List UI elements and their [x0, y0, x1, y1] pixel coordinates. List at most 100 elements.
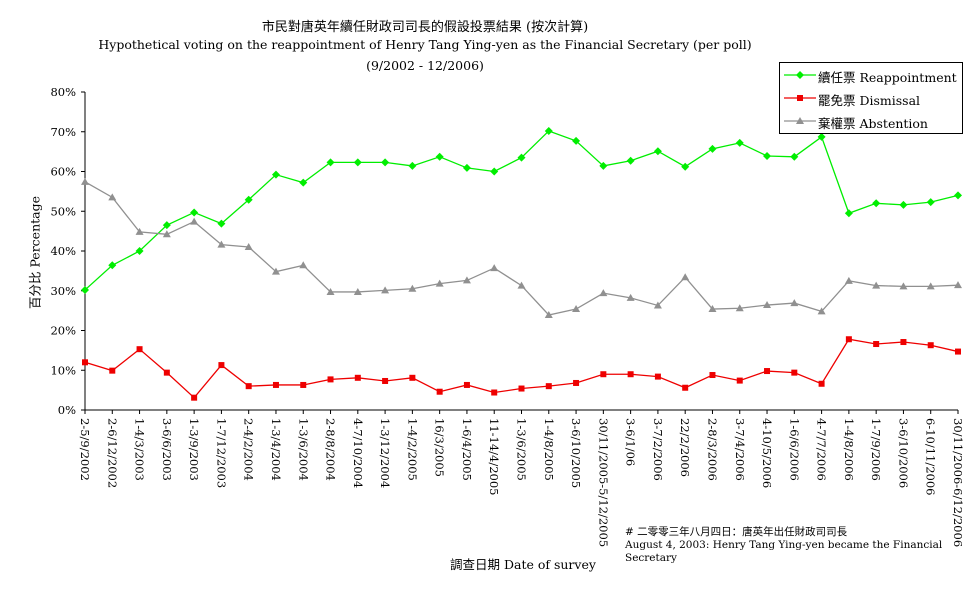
data-point: [518, 385, 525, 392]
x-tick-label: 1-7/12/2003: [214, 418, 228, 488]
data-point: [653, 147, 662, 156]
legend-item-dismissal: 罷免票 Dismissal: [780, 87, 962, 109]
y-tick-label: 0%: [58, 403, 76, 417]
y-tick-label: 60%: [50, 165, 76, 179]
data-point: [763, 151, 772, 160]
x-tick-label: 1-4/8/2005: [542, 418, 556, 481]
legend-label-reappointment: 續任票 Reappointment: [818, 70, 957, 85]
data-point: [245, 383, 252, 390]
x-tick-label: 1-3/9/2003: [187, 418, 201, 481]
data-point: [573, 379, 580, 386]
data-point: [736, 377, 743, 384]
y-tick-label: 10%: [50, 363, 76, 377]
x-tick-label: 3-6/10/2006: [896, 418, 910, 488]
data-point: [954, 191, 962, 200]
x-tick-label: 1-4/3/2003: [133, 418, 147, 481]
data-point: [544, 126, 553, 135]
data-point: [735, 304, 744, 312]
x-tick-label: 1-3/4/2004: [269, 418, 283, 481]
footnote: # 二零零三年八月四日：唐英年出任財政司司長 August 4, 2003: H…: [625, 526, 942, 565]
chart-subtitle-range: (9/2002 - 12/2006): [366, 58, 484, 73]
data-point: [435, 279, 444, 287]
data-point: [817, 132, 826, 141]
data-point: [817, 307, 826, 315]
data-point: [735, 138, 744, 147]
data-point: [326, 158, 335, 167]
x-tick-label: 4-10/5/2006: [760, 418, 774, 488]
legend-item-abstention: 棄權票 Abstention: [780, 110, 962, 132]
data-point: [435, 152, 444, 161]
y-tick-label: 40%: [50, 244, 76, 258]
x-tick-label: 1-6/4/2005: [460, 418, 474, 481]
data-point: [108, 261, 117, 270]
data-point: [381, 286, 390, 294]
data-point: [900, 339, 907, 346]
data-point: [654, 373, 661, 380]
data-point: [163, 369, 170, 376]
y-axis-title: 百分比 Percentage: [27, 195, 43, 310]
legend-swatch-reappointment: [784, 71, 816, 79]
series-0: [81, 126, 962, 294]
data-point: [136, 346, 143, 353]
data-point: [927, 342, 934, 349]
footnote-zh: # 二零零三年八月四日：唐英年出任財政司司長: [625, 526, 848, 538]
data-point: [462, 163, 471, 172]
legend-label-dismissal: 罷免票 Dismissal: [818, 93, 921, 108]
series-1: [82, 336, 961, 401]
data-point: [572, 136, 581, 145]
x-tick-label: 3-6/10/2005: [569, 418, 583, 488]
data-point: [844, 209, 853, 218]
data-point: [244, 243, 253, 251]
data-point: [954, 281, 962, 289]
data-point: [955, 348, 961, 355]
x-tick-label: 1-3/12/2004: [378, 418, 392, 488]
data-point: [926, 282, 935, 290]
footnote-en-line2: Secretary: [625, 552, 677, 564]
data-point: [108, 193, 117, 201]
x-tick-label: 3-6/6/2003: [160, 418, 174, 481]
data-point: [190, 208, 199, 217]
data-point: [162, 230, 171, 238]
legend-swatch-abstention: [784, 117, 816, 124]
data-point: [135, 227, 144, 235]
ticks: 0% 10% 20% 30% 40% 50% 60% 70% 80% 2-5/9/2002 2-6/…: [50, 85, 965, 547]
x-tick-label: 3-6/1/06: [624, 418, 638, 466]
data-point: [300, 381, 307, 388]
x-tick-label: 2-5/9/2002: [78, 418, 92, 481]
data-point: [299, 261, 308, 269]
data-point: [409, 374, 416, 381]
data-point: [626, 293, 635, 301]
series-line: [84, 181, 959, 316]
data-point: [599, 289, 608, 297]
data-point: [517, 153, 526, 162]
data-point: [790, 299, 799, 307]
data-point: [545, 383, 552, 390]
data-point: [899, 282, 908, 290]
chart-title-zh: 市民對唐英年續任財政司司長的假設投票結果 (按次計算): [261, 20, 589, 35]
x-tick-label: 3-7/2/2006: [651, 418, 665, 481]
data-point: [218, 362, 225, 369]
data-point: [899, 200, 908, 209]
legend: 續任票 Reappointment 罷免票 Dismissal 棄權票 Abst…: [779, 62, 963, 134]
x-tick-label: 4-7/10/2004: [351, 418, 365, 488]
y-tick-label: 80%: [50, 85, 76, 99]
data-point: [791, 369, 798, 376]
x-tick-label: 1-4/2/2005: [405, 418, 419, 481]
data-point: [408, 161, 417, 170]
data-point: [653, 301, 662, 309]
chart-title-en: Hypothetical voting on the reappointment…: [98, 37, 752, 52]
data-point: [244, 195, 253, 204]
data-point: [681, 273, 690, 281]
y-tick-label: 20%: [50, 324, 76, 338]
x-tick-label: 6-10/11/2006: [924, 418, 938, 496]
data-point: [708, 305, 717, 313]
data-point: [326, 287, 335, 295]
x-tick-label: 30/11/2006-6/12/2006: [951, 418, 965, 547]
data-point: [353, 158, 362, 167]
x-tick-label: 11-14/4/2005: [487, 418, 501, 496]
x-tick-label: 1-6/6/2006: [787, 418, 801, 481]
x-tick-label: 1-3/6/2005: [515, 418, 529, 481]
data-point: [82, 359, 88, 366]
data-point: [463, 381, 470, 388]
data-point: [872, 199, 881, 208]
